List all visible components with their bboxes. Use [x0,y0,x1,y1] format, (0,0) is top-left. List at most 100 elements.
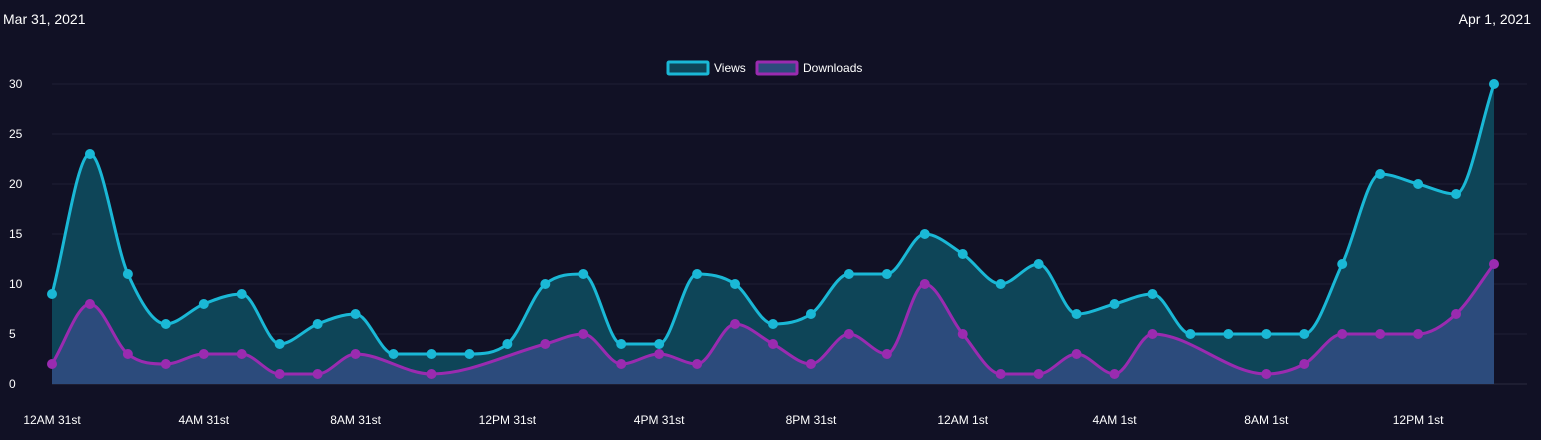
legend-swatch-downloads [755,60,799,76]
views-point[interactable] [1185,329,1196,339]
downloads-point[interactable] [1033,369,1044,379]
downloads-point[interactable] [843,329,854,339]
views-point[interactable] [957,249,968,259]
downloads-point[interactable] [1451,309,1462,319]
views-point[interactable] [47,289,57,299]
downloads-point[interactable] [540,339,551,349]
views-point[interactable] [881,269,892,279]
views-point[interactable] [122,269,133,279]
views-point[interactable] [919,229,930,239]
y-tick-label: 5 [9,327,16,341]
downloads-point[interactable] [654,349,665,359]
y-tick-label: 0 [9,377,16,391]
downloads-point[interactable] [730,319,741,329]
downloads-point[interactable] [957,329,968,339]
views-point[interactable] [1413,179,1424,189]
views-point[interactable] [1223,329,1234,339]
downloads-point[interactable] [236,349,247,359]
downloads-point[interactable] [1413,329,1424,339]
downloads-point[interactable] [995,369,1006,379]
downloads-point[interactable] [881,349,892,359]
views-point[interactable] [578,269,589,279]
y-axis: 0 5 10 15 20 25 30 [9,77,23,391]
legend-item-downloads[interactable]: Downloads [755,60,862,76]
views-point[interactable] [768,319,778,329]
downloads-point[interactable] [1489,259,1499,269]
downloads-line [50,263,1496,376]
x-tick-label: 12PM 1st [1393,413,1444,427]
y-tick-label: 10 [9,277,23,291]
views-point[interactable] [1375,169,1386,179]
downloads-point[interactable] [1299,359,1310,369]
downloads-point[interactable] [805,359,816,369]
x-tick-label: 8AM 31st [330,413,381,427]
x-tick-label: 8AM 1st [1244,413,1289,427]
x-tick-label: 4PM 31st [634,413,685,427]
downloads-point[interactable] [1375,329,1386,339]
views-point[interactable] [1109,299,1120,309]
x-tick-label: 12AM 31st [23,413,81,427]
legend: Views Downloads [666,60,862,76]
downloads-point[interactable] [616,359,627,369]
views-point[interactable] [160,319,171,329]
views-point[interactable] [274,339,285,349]
views-point[interactable] [1451,189,1462,199]
downloads-point[interactable] [350,349,361,359]
views-point[interactable] [1033,259,1044,269]
downloads-point[interactable] [426,369,437,379]
downloads-point[interactable] [692,359,703,369]
views-point[interactable] [843,269,854,279]
x-tick-label: 12AM 1st [937,413,988,427]
y-tick-label: 20 [9,177,23,191]
downloads-point[interactable] [1071,349,1082,359]
x-tick-label: 4AM 31st [178,413,229,427]
views-area [52,84,1494,384]
views-point[interactable] [616,339,627,349]
views-point[interactable] [540,279,551,289]
views-point[interactable] [692,269,703,279]
downloads-point[interactable] [160,359,171,369]
downloads-point[interactable] [919,279,930,289]
views-point[interactable] [654,339,665,349]
downloads-point[interactable] [84,299,95,309]
views-point[interactable] [1261,329,1272,339]
x-tick-label: 4AM 1st [1093,413,1138,427]
downloads-point[interactable] [312,369,323,379]
downloads-point[interactable] [198,349,209,359]
legend-label-views: Views [714,61,746,75]
legend-item-views[interactable]: Views [666,60,746,76]
views-point[interactable] [236,289,247,299]
views-point[interactable] [1147,289,1158,299]
downloads-point[interactable] [1261,369,1272,379]
downloads-point[interactable] [1109,369,1120,379]
views-point[interactable] [1337,259,1348,269]
views-point[interactable] [312,319,323,329]
views-point[interactable] [995,279,1006,289]
downloads-point[interactable] [274,369,285,379]
views-point[interactable] [1489,79,1499,89]
views-point[interactable] [502,339,513,349]
views-point[interactable] [730,279,741,289]
views-point[interactable] [350,309,361,319]
views-point[interactable] [1071,309,1082,319]
downloads-point[interactable] [122,349,133,359]
views-point[interactable] [805,309,816,319]
y-tick-label: 25 [9,127,23,141]
downloads-point[interactable] [1147,329,1158,339]
views-point[interactable] [1299,329,1310,339]
downloads-point[interactable] [1337,329,1348,339]
views-point[interactable] [388,349,399,359]
views-point[interactable] [426,349,437,359]
downloads-point[interactable] [578,329,589,339]
legend-label-downloads: Downloads [803,61,862,75]
downloads-point[interactable] [47,359,57,369]
y-tick-label: 15 [9,227,23,241]
views-point[interactable] [198,299,209,309]
series-points [47,79,1499,379]
start-date-label: Mar 31, 2021 [3,11,86,27]
views-point[interactable] [464,349,475,359]
downloads-point[interactable] [768,339,778,349]
views-line [50,83,1496,356]
x-axis: 12AM 31st 4AM 31st 8AM 31st 12PM 31st 4PM 31… [23,413,1444,427]
views-point[interactable] [84,149,95,159]
